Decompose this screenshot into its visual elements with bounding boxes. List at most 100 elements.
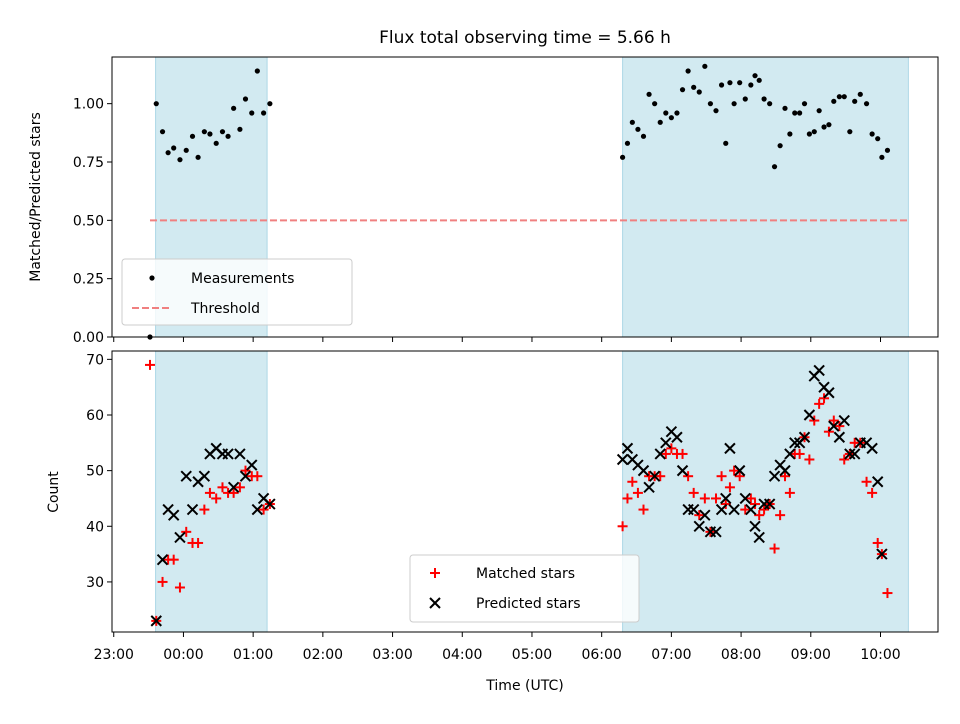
matched-star-point — [694, 510, 705, 521]
x-tick-label: 01:00 — [233, 647, 273, 663]
measurement-point — [713, 108, 719, 114]
x-tick-label: 09:00 — [791, 647, 831, 663]
matched-star-point — [211, 493, 222, 504]
legend-plus-marker — [430, 568, 440, 578]
matched-star-point — [258, 504, 269, 515]
measurement-point — [816, 108, 822, 114]
legend-measurement-marker — [149, 275, 155, 281]
matched-star-point — [754, 510, 765, 521]
predicted-star-point — [753, 531, 765, 544]
predicted-star-point — [167, 509, 180, 521]
matched-star-point — [622, 493, 633, 504]
y-tick-label: 0.00 — [73, 330, 104, 346]
matched-star-point — [834, 421, 845, 432]
predicted-star-point — [198, 470, 211, 482]
measurement-point — [761, 96, 767, 102]
measurement-point — [249, 110, 255, 116]
predicted-star-point — [246, 459, 258, 471]
measurement-point — [668, 115, 674, 121]
matched-star-point — [809, 415, 820, 426]
matched-star-point — [729, 465, 740, 476]
predicted-star-point — [823, 387, 835, 399]
y-tick-label: 0.50 — [73, 213, 104, 229]
predicted-star-point — [150, 615, 162, 627]
measurement-point — [707, 101, 714, 107]
measurement-point — [702, 63, 708, 69]
measurement-point — [771, 164, 778, 170]
matched-star-point — [882, 588, 893, 599]
matched-star-point — [632, 487, 643, 498]
measurement-point — [177, 157, 183, 163]
matched-star-point — [252, 471, 263, 482]
predicted-star-point — [251, 503, 264, 516]
measurement-point — [646, 91, 652, 97]
predicted-star-point — [720, 492, 732, 505]
measurement-point — [231, 105, 237, 111]
x-tick-label: 23:00 — [94, 647, 134, 663]
measurement-point — [826, 122, 832, 128]
legend-predicted-marker — [429, 597, 441, 609]
predicted-star-point — [156, 553, 169, 566]
measurement-point — [261, 110, 267, 116]
measurement-point — [782, 105, 788, 111]
matched-star-point — [784, 487, 795, 498]
x-tick-label: 10:00 — [860, 647, 900, 663]
measurement-point — [619, 154, 626, 160]
measurement-point — [674, 110, 680, 116]
measurement-point — [663, 110, 669, 116]
count-panel-frame — [111, 350, 939, 633]
measurement-point — [171, 145, 177, 151]
matched-star-point — [181, 526, 192, 537]
matched-star-point — [199, 504, 210, 515]
matched-star-point — [794, 448, 805, 459]
predicted-star-point — [838, 414, 850, 427]
predicted-star-point — [687, 503, 700, 516]
measurement-point — [723, 140, 729, 146]
count-panel: 23:00 00:00 01:00 02:00 03:00 04:00 05:00 06:00… — [46, 350, 939, 694]
measurement-point — [737, 80, 743, 86]
x-axis-label: Time (UTC) — [485, 678, 563, 694]
y-tick-label: 0.25 — [73, 272, 104, 288]
ratio-panel: 0.00 0.25 0.50 0.75 1.00 Matched/Predicted s… — [28, 56, 939, 346]
matched-star-point — [204, 487, 215, 498]
matched-star-point — [617, 521, 628, 532]
matched-star-point — [660, 448, 671, 459]
y-tick-label: 0.75 — [73, 155, 104, 171]
predicted-star-point — [676, 464, 689, 477]
matched-star-point — [724, 482, 735, 493]
matched-star-point — [745, 493, 756, 504]
count-panel-ylabel: Count — [46, 471, 62, 513]
matched-star-point — [716, 471, 727, 482]
matched-star-point — [867, 487, 878, 498]
matched-star-point — [769, 543, 780, 554]
predicted-star-point — [264, 498, 276, 510]
matched-star-point — [677, 448, 688, 459]
measurement-point — [869, 131, 875, 137]
matched-star-point — [814, 398, 825, 409]
measurement-point — [242, 96, 249, 102]
matched-star-point — [740, 504, 751, 515]
predicted-star-point — [621, 442, 634, 455]
predicted-star-point — [648, 470, 661, 482]
predicted-star-point — [637, 464, 650, 477]
measurement-point — [742, 96, 748, 102]
x-tick-label: 08:00 — [721, 647, 761, 663]
predicted-star-point — [174, 531, 186, 544]
predicted-star-point — [848, 448, 861, 460]
measurement-point — [787, 131, 793, 137]
matched-star-point — [217, 482, 228, 493]
measurement-point — [657, 119, 663, 125]
predicted-star-point — [733, 464, 746, 477]
measurement-point — [852, 98, 858, 104]
measurement-point — [811, 129, 817, 135]
measurement-point — [863, 101, 870, 107]
matched-star-point — [683, 471, 694, 482]
matched-star-point — [839, 454, 850, 465]
predicted-star-point — [654, 448, 666, 460]
x-tick-label: 04:00 — [442, 647, 482, 663]
matched-star-point — [710, 493, 721, 504]
predicted-star-point — [715, 503, 728, 516]
matched-star-point — [666, 443, 677, 454]
measurement-point — [219, 129, 226, 135]
predicted-star-point — [234, 448, 246, 460]
